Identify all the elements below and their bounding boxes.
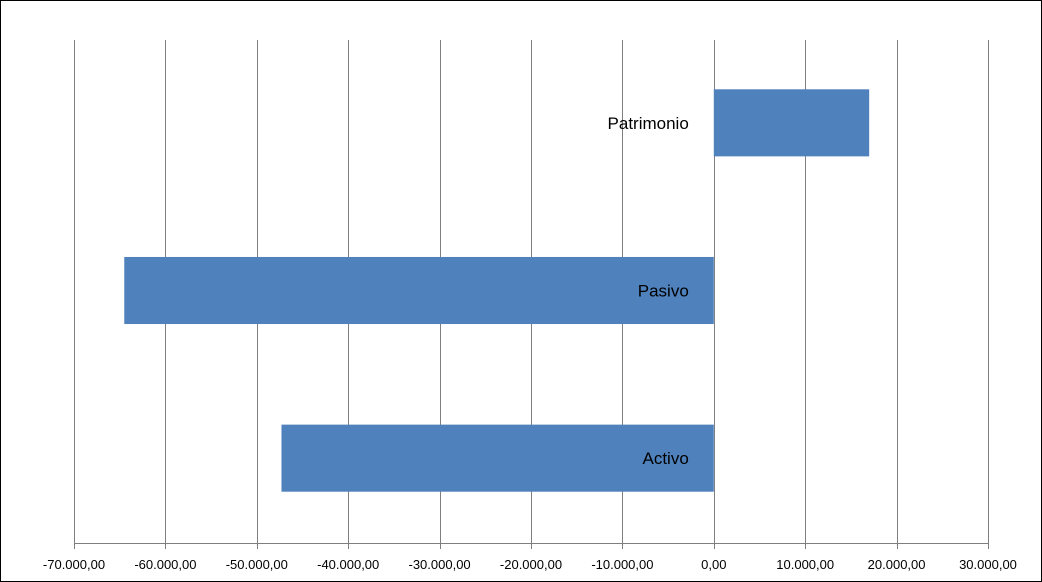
x-tick-label: 30.000,00: [959, 557, 1017, 572]
bar-activo: [281, 424, 714, 492]
category-label-pasivo: Pasivo: [638, 282, 689, 301]
x-tick-label: -60.000,00: [134, 557, 196, 572]
category-labels: Patrimonio Pasivo Activo: [608, 114, 689, 468]
x-tick-label: 10.000,00: [776, 557, 834, 572]
x-tick-label: 0,00: [701, 557, 726, 572]
x-tick-label: -70.000,00: [43, 557, 105, 572]
category-label-activo: Activo: [643, 449, 689, 468]
x-tick-label: -20.000,00: [500, 557, 562, 572]
x-tick-label: -30.000,00: [409, 557, 471, 572]
bar-pasivo: [124, 256, 714, 325]
x-tick-label: -40.000,00: [317, 557, 379, 572]
x-tick-label: -50.000,00: [226, 557, 288, 572]
x-tick-label: 20.000,00: [868, 557, 926, 572]
category-label-patrimonio: Patrimonio: [608, 114, 689, 133]
x-tick-label: -10.000,00: [591, 557, 653, 572]
bars: [124, 89, 870, 492]
x-tick-labels: -70.000,00 -60.000,00 -50.000,00 -40.000,00…: [43, 557, 1017, 572]
bar-patrimonio: [713, 89, 870, 157]
